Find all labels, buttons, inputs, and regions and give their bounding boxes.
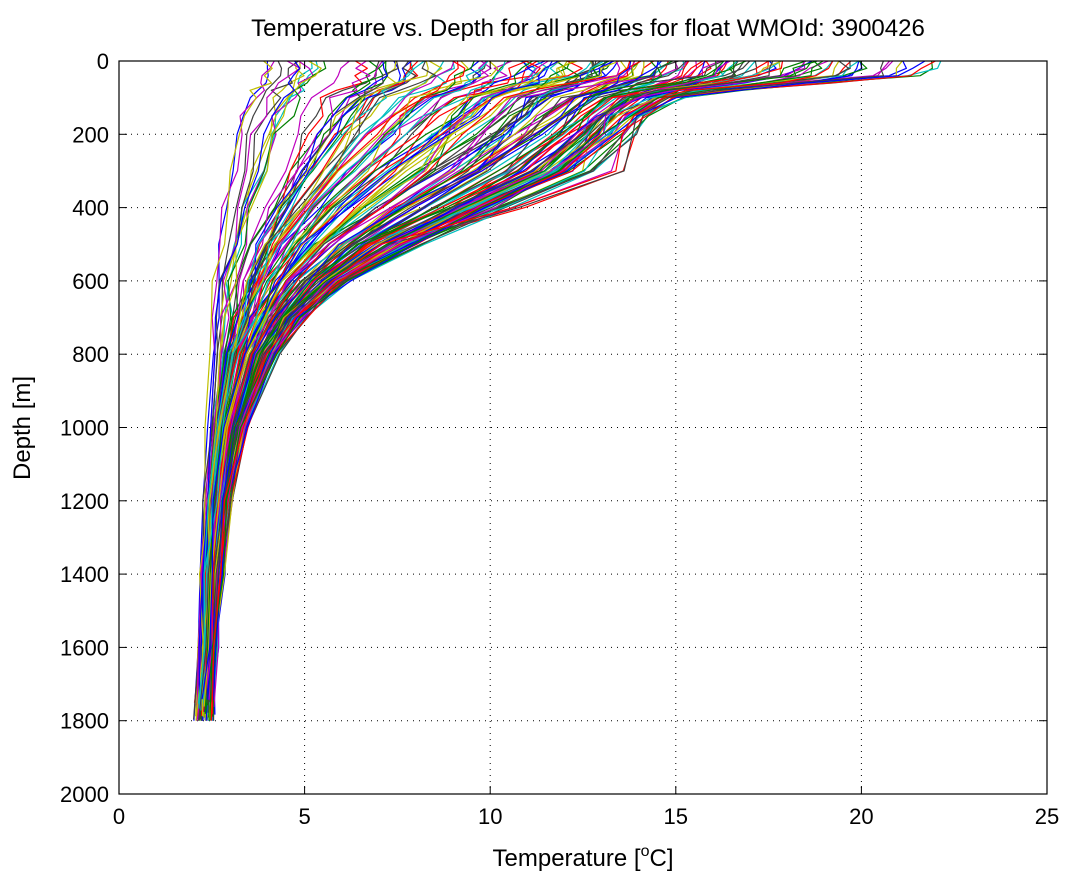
profile-line bbox=[194, 60, 275, 705]
profile-line bbox=[198, 60, 489, 709]
profile-line bbox=[201, 60, 429, 717]
profile-line bbox=[210, 60, 728, 718]
profile-line bbox=[213, 60, 806, 708]
profile-line bbox=[213, 60, 885, 701]
profile-line bbox=[206, 60, 729, 705]
x-axis: 0 5 10 15 20 25 bbox=[113, 61, 1059, 829]
profiles bbox=[193, 60, 942, 721]
profile-line bbox=[193, 60, 299, 720]
profile-line bbox=[211, 60, 654, 718]
profile-line bbox=[208, 60, 687, 702]
y-tick-label: 1400 bbox=[60, 562, 109, 587]
x-tick-label: 20 bbox=[849, 804, 873, 829]
profile-line bbox=[201, 60, 560, 700]
x-axis-label-superscript: o bbox=[641, 843, 650, 860]
profile-line bbox=[211, 60, 834, 715]
profile-line bbox=[198, 60, 437, 721]
profile-line bbox=[203, 60, 575, 707]
chart-title: Temperature vs. Depth for all profiles f… bbox=[251, 15, 925, 42]
y-axis-label: Depth [m] bbox=[9, 376, 36, 480]
profile-line bbox=[205, 60, 758, 705]
y-tick-label: 800 bbox=[72, 342, 109, 367]
profile-line bbox=[211, 60, 704, 701]
x-tick-label: 25 bbox=[1035, 804, 1059, 829]
profile-line bbox=[208, 60, 731, 700]
y-tick-label: 400 bbox=[72, 196, 109, 221]
y-tick-label: 1800 bbox=[60, 709, 109, 734]
profile-line bbox=[212, 60, 751, 716]
x-tick-label: 10 bbox=[478, 804, 502, 829]
y-tick-label: 1600 bbox=[60, 635, 109, 660]
profile-line bbox=[211, 60, 813, 716]
profile-line bbox=[195, 60, 273, 717]
x-tick-label: 15 bbox=[664, 804, 688, 829]
y-tick-label: 2000 bbox=[60, 782, 109, 807]
profile-line bbox=[208, 60, 707, 716]
y-tick-label: 200 bbox=[72, 122, 109, 147]
profile-line bbox=[209, 60, 824, 721]
profile-line bbox=[207, 60, 717, 701]
profile-line bbox=[207, 60, 632, 700]
y-tick-label: 1000 bbox=[60, 416, 109, 441]
y-tick-label: 1200 bbox=[60, 489, 109, 514]
x-tick-label: 0 bbox=[113, 804, 125, 829]
profile-line bbox=[207, 60, 725, 721]
profile-line bbox=[206, 60, 706, 703]
profile-line bbox=[206, 60, 689, 721]
x-axis-label-unit: C] bbox=[649, 845, 673, 872]
y-axis: 0 200 400 600 800 1000 1200 1400 1600 1800 2000 bbox=[60, 49, 1047, 807]
grid bbox=[119, 61, 1047, 794]
x-axis-label: Temperature [oC] bbox=[493, 843, 674, 872]
profile-line bbox=[211, 60, 729, 700]
y-tick-label: 600 bbox=[72, 269, 109, 294]
profile-line bbox=[207, 60, 807, 712]
x-axis-label-text: Temperature [ bbox=[493, 845, 641, 872]
x-tick-label: 5 bbox=[298, 804, 310, 829]
y-tick-label: 0 bbox=[97, 49, 109, 74]
